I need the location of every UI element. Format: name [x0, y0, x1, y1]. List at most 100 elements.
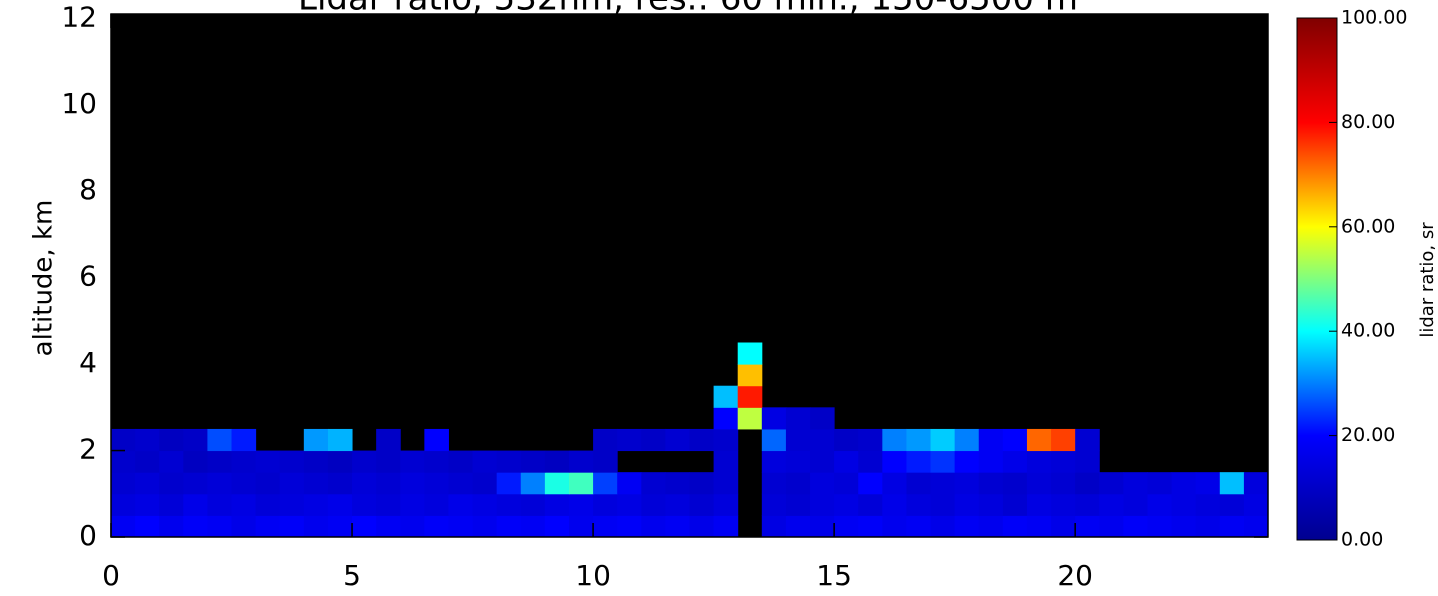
heat-cell — [568, 450, 594, 473]
heat-cell — [424, 428, 449, 452]
heat-cell — [761, 515, 787, 538]
heat-cell — [400, 472, 425, 495]
heat-cell — [1147, 493, 1173, 516]
heat-cell — [906, 428, 932, 452]
y-tick-label: 0 — [79, 519, 97, 552]
heat-cell — [930, 515, 956, 538]
heat-cell — [544, 472, 570, 495]
heat-cell — [1075, 493, 1100, 516]
heat-cell — [1195, 515, 1221, 538]
colorbar — [1296, 17, 1338, 541]
heat-cell — [327, 493, 353, 516]
heat-cell — [496, 450, 522, 473]
heat-cell — [737, 385, 763, 408]
heat-cell — [785, 493, 811, 516]
colorbar-tick-label: 0.00 — [1341, 529, 1383, 551]
heat-cell — [1195, 493, 1221, 516]
y-axis-label: altitude, km — [29, 200, 59, 357]
heat-cell — [231, 472, 257, 495]
heat-cell — [1195, 472, 1221, 495]
heat-cell — [906, 515, 932, 538]
heat-cell — [713, 472, 739, 495]
heat-cell — [183, 450, 208, 473]
heat-cell — [978, 493, 1004, 516]
heat-cell — [376, 472, 401, 495]
heat-cell — [520, 515, 546, 538]
heat-cell — [1099, 493, 1124, 516]
heat-cell — [858, 450, 883, 473]
heat-cell — [352, 450, 377, 473]
heat-cell — [810, 407, 835, 430]
heat-cell — [520, 450, 546, 473]
heat-cell — [834, 428, 859, 452]
heat-cell — [207, 472, 233, 495]
y-tick-label: 10 — [61, 87, 97, 120]
heat-cell — [834, 515, 859, 538]
heat-cell — [231, 428, 257, 452]
heat-cell — [400, 450, 425, 473]
heat-cell — [159, 450, 184, 473]
heat-cell — [713, 428, 739, 452]
heat-cell — [785, 472, 811, 495]
heat-cell — [713, 493, 739, 516]
heat-cell — [1147, 472, 1173, 495]
heat-cell — [593, 493, 618, 516]
heat-cell — [1219, 472, 1245, 495]
heat-cell — [737, 364, 763, 387]
heat-cell — [761, 450, 787, 473]
colorbar-label: lidar ratio, sr — [1417, 222, 1438, 338]
heat-cell — [1051, 493, 1076, 516]
heat-cell — [327, 428, 353, 452]
heat-cell — [376, 515, 401, 538]
heat-cell — [954, 450, 980, 473]
heat-cell — [472, 450, 498, 473]
heat-cell — [255, 472, 281, 495]
heat-cell — [689, 428, 715, 452]
heat-cell — [713, 407, 739, 430]
heat-cell — [641, 493, 666, 516]
heat-cell — [810, 493, 835, 516]
heat-cell — [496, 515, 522, 538]
heat-cell — [641, 472, 666, 495]
heat-cell — [954, 493, 980, 516]
heat-cell — [255, 450, 281, 473]
heat-cell — [400, 515, 425, 538]
heat-cell — [496, 472, 522, 495]
plot-frame — [110, 13, 1269, 538]
heat-cell — [785, 407, 811, 430]
heat-cell — [135, 472, 160, 495]
heat-cell — [544, 450, 570, 473]
heat-cell — [834, 472, 859, 495]
heat-cell — [1026, 515, 1052, 538]
heat-cell — [1219, 515, 1245, 538]
heat-cell — [303, 472, 329, 495]
colorbar-tick-label: 20.00 — [1341, 424, 1395, 446]
heat-cell — [1002, 472, 1028, 495]
heat-cell — [1002, 493, 1028, 516]
heat-cell — [954, 428, 980, 452]
heat-cell — [376, 493, 401, 516]
heat-cell — [303, 493, 329, 516]
heat-cell — [1147, 515, 1173, 538]
heat-cell — [713, 515, 739, 538]
heat-cell — [665, 428, 690, 452]
heat-cell — [1123, 515, 1148, 538]
heat-cell — [1099, 515, 1124, 538]
heat-cell — [135, 428, 160, 452]
heat-cell — [978, 450, 1004, 473]
heat-cell — [424, 472, 449, 495]
heat-cell — [978, 428, 1004, 452]
heat-cell — [713, 450, 739, 473]
heat-cell — [665, 472, 690, 495]
heat-cell — [1075, 428, 1100, 452]
x-tick-label: 20 — [1057, 559, 1093, 592]
heat-cell — [1099, 472, 1124, 495]
heat-cell — [713, 385, 739, 408]
heat-cell — [207, 515, 233, 538]
heat-cell — [400, 493, 425, 516]
heat-cell — [183, 472, 208, 495]
heat-cell — [785, 450, 811, 473]
heat-cell — [834, 450, 859, 473]
heat-cell — [810, 450, 835, 473]
